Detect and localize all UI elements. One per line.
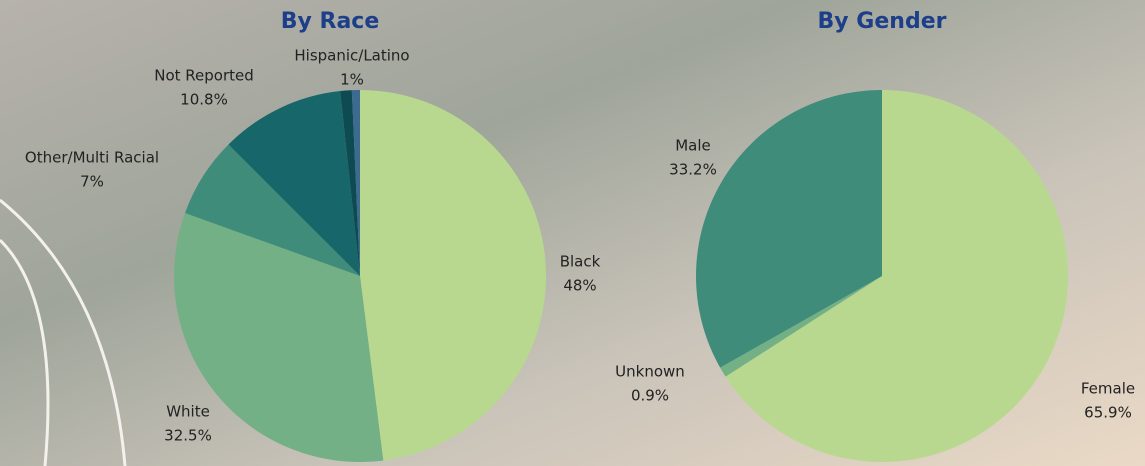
chart: By Race By Gender Black 48% White 32.5% Othe… [0, 0, 1145, 466]
slice-label: Female [1081, 380, 1135, 398]
slice-label: Not Reported [154, 67, 254, 85]
value-label: 65.9% [1084, 404, 1132, 422]
value-label: 10.8% [180, 91, 228, 109]
value-label: 48% [563, 277, 596, 295]
value-label: 32.5% [164, 427, 212, 445]
chart-title: By Gender [818, 9, 947, 34]
value-label: 0.9% [631, 387, 669, 405]
slice-label: Hispanic/Latino [294, 47, 409, 65]
value-label: 1% [340, 71, 364, 89]
chart-title: By Race [281, 9, 380, 34]
slice-label: Unknown [615, 363, 685, 381]
slice-label: White [166, 403, 210, 421]
value-label: 33.2% [669, 161, 717, 179]
slice-label: Male [675, 137, 711, 155]
slice-label: Other/Multi Racial [25, 149, 159, 167]
slice-label: Black [560, 253, 601, 271]
value-label: 7% [80, 173, 104, 191]
